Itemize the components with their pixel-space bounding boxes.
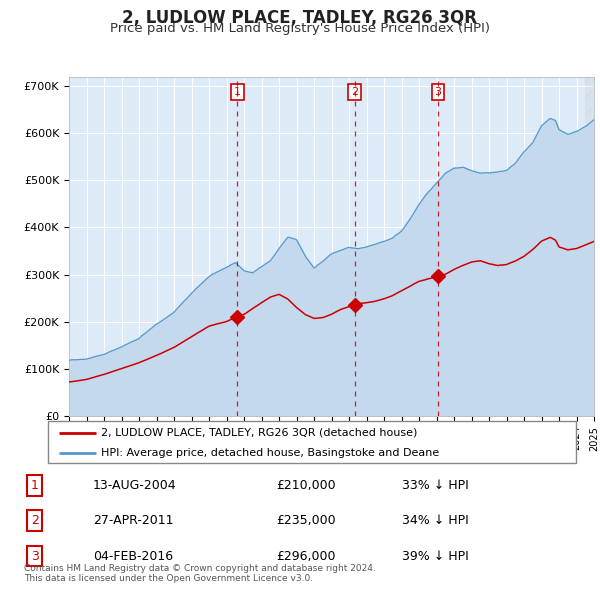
Text: 3: 3 bbox=[434, 87, 442, 97]
Text: HPI: Average price, detached house, Basingstoke and Deane: HPI: Average price, detached house, Basi… bbox=[101, 448, 439, 457]
Text: £296,000: £296,000 bbox=[276, 549, 335, 563]
Text: Price paid vs. HM Land Registry's House Price Index (HPI): Price paid vs. HM Land Registry's House … bbox=[110, 22, 490, 35]
Text: 3: 3 bbox=[31, 549, 39, 563]
Text: 39% ↓ HPI: 39% ↓ HPI bbox=[402, 549, 469, 563]
Text: 27-APR-2011: 27-APR-2011 bbox=[93, 514, 173, 527]
Text: 2: 2 bbox=[351, 87, 358, 97]
Text: Contains HM Land Registry data © Crown copyright and database right 2024.
This d: Contains HM Land Registry data © Crown c… bbox=[24, 563, 376, 583]
Text: 34% ↓ HPI: 34% ↓ HPI bbox=[402, 514, 469, 527]
Text: 1: 1 bbox=[234, 87, 241, 97]
FancyBboxPatch shape bbox=[48, 421, 576, 463]
Text: £235,000: £235,000 bbox=[276, 514, 335, 527]
Text: 2, LUDLOW PLACE, TADLEY, RG26 3QR: 2, LUDLOW PLACE, TADLEY, RG26 3QR bbox=[122, 9, 478, 28]
Text: £210,000: £210,000 bbox=[276, 478, 335, 492]
Text: 2, LUDLOW PLACE, TADLEY, RG26 3QR (detached house): 2, LUDLOW PLACE, TADLEY, RG26 3QR (detac… bbox=[101, 428, 417, 438]
Text: 2: 2 bbox=[31, 514, 39, 527]
Text: 13-AUG-2004: 13-AUG-2004 bbox=[93, 478, 176, 492]
Text: 04-FEB-2016: 04-FEB-2016 bbox=[93, 549, 173, 563]
Text: 33% ↓ HPI: 33% ↓ HPI bbox=[402, 478, 469, 492]
Text: 1: 1 bbox=[31, 478, 39, 492]
